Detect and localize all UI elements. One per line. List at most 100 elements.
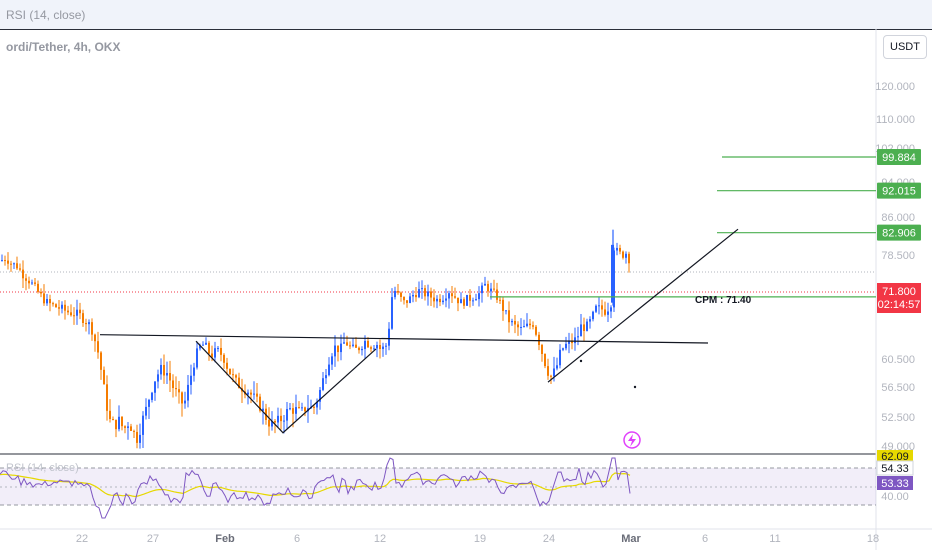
price-tick-label: 110.000	[876, 114, 915, 126]
rsi-value-flag	[876, 460, 914, 476]
candle-body	[10, 263, 12, 265]
level-flag	[877, 148, 921, 165]
candle-body	[190, 375, 192, 385]
chart-grid	[0, 29, 932, 550]
candle-body	[349, 345, 351, 347]
currency-button[interactable]: USDT	[883, 35, 927, 59]
candle-body	[466, 294, 468, 306]
candle-body	[580, 324, 582, 337]
price-tick-label: 86.000	[881, 212, 915, 224]
pattern-v-line	[195, 340, 377, 434]
candle-body	[217, 347, 219, 349]
rsi-top-badge	[877, 450, 913, 462]
candle-body	[46, 299, 48, 304]
trendline	[547, 228, 739, 383]
candle-body	[226, 362, 228, 369]
time-axis: 22 27 Feb 6 12 19 24 Mar 6 11 18	[76, 533, 879, 545]
candle-body	[541, 344, 543, 354]
candle-body	[91, 322, 93, 335]
candle-body	[106, 384, 108, 411]
candle-body	[604, 309, 606, 315]
candle-body	[484, 283, 486, 286]
marker-dot	[579, 359, 583, 363]
candle-body	[418, 289, 420, 298]
candle-body	[28, 280, 30, 284]
candle-body	[175, 388, 177, 390]
level-flag-label: 82.906	[882, 228, 916, 240]
candle-body	[439, 298, 441, 303]
time-tick-label: 12	[374, 533, 386, 545]
candle-body	[493, 288, 495, 290]
candle-body	[280, 415, 282, 422]
candle-body	[538, 334, 540, 345]
candle-body	[379, 345, 381, 350]
candle-body	[592, 311, 594, 320]
candle-body	[40, 291, 42, 294]
rsi-value-label: 54.33	[881, 463, 909, 475]
candle-body	[532, 325, 534, 327]
candle-body	[448, 293, 450, 299]
time-tick-label: 22	[76, 533, 88, 545]
candle-body	[64, 304, 66, 311]
candle-body	[268, 419, 270, 427]
candle-body	[55, 304, 57, 308]
candle-body	[520, 326, 522, 328]
candle-body	[67, 310, 69, 313]
candle-body	[1, 260, 3, 262]
candle-body	[169, 373, 171, 381]
candle-body	[88, 322, 90, 325]
candle-body	[340, 343, 342, 353]
candle-body	[475, 299, 477, 301]
candle-body	[70, 312, 72, 316]
price-tick-label: 52.500	[881, 412, 915, 424]
candle-body	[367, 340, 369, 348]
time-tick-label: 18	[867, 533, 879, 545]
candle-body	[313, 406, 315, 408]
candle-body	[496, 289, 498, 300]
candle-body	[178, 389, 180, 393]
candle-body	[277, 415, 279, 423]
candle-body	[574, 337, 576, 344]
candle-body	[31, 282, 33, 284]
level-flag	[877, 224, 921, 241]
rsi-pane-header-label: RSI (14, close)	[6, 8, 86, 22]
bolt-glyph	[628, 434, 636, 447]
candle-body	[529, 323, 531, 326]
candle-body	[97, 341, 99, 353]
candle-body	[616, 247, 618, 251]
candle-body	[409, 296, 411, 303]
candle-body	[127, 426, 129, 428]
candle-body	[400, 292, 402, 297]
candle-body	[406, 300, 408, 303]
rsi-pane-header: RSI (14, close)	[0, 0, 932, 30]
candle-body	[352, 344, 354, 346]
candle-body	[505, 310, 507, 312]
candle-body	[100, 352, 102, 370]
candle-body	[262, 408, 264, 411]
candle-body	[163, 364, 165, 376]
candle-body	[238, 377, 240, 389]
candle-body	[361, 348, 363, 351]
candle-body	[223, 354, 225, 363]
price-tick-label: 60.500	[881, 354, 915, 366]
candle-body	[157, 374, 159, 382]
candle-body	[334, 345, 336, 357]
candles	[1, 229, 630, 449]
candle-body	[499, 299, 501, 301]
candle-body	[37, 283, 39, 292]
candle-body	[568, 340, 570, 344]
candle-body	[16, 263, 18, 269]
candle-body	[610, 307, 612, 312]
candle-body	[94, 334, 96, 342]
candle-body	[571, 340, 573, 344]
candle-body	[34, 282, 36, 284]
candle-body	[364, 340, 366, 349]
symbol-legend[interactable]: ordi/Tether, 4h, OKX	[6, 40, 121, 54]
candle-body	[76, 309, 78, 316]
candle-body	[196, 348, 198, 368]
rsi-ma-label: 53.33	[881, 478, 909, 490]
candle-body	[460, 299, 462, 304]
candle-body	[442, 300, 444, 303]
candle-body	[319, 389, 321, 402]
